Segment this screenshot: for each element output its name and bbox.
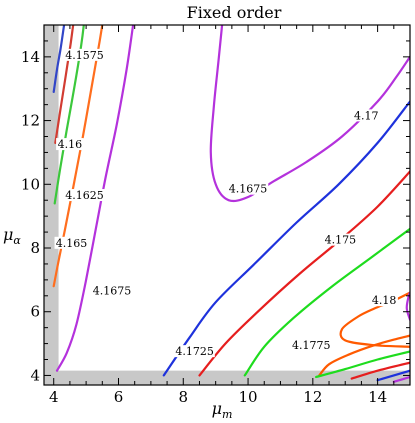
x-tick-label-1: 6 (114, 388, 124, 406)
excluded-region (44, 25, 410, 385)
y-tick-label-1: 6 (30, 303, 40, 321)
contour-line-4-1675-5 (209, 25, 410, 203)
contour-label-bg-1 (56, 138, 84, 151)
contour-label-9: 4.1775 (292, 339, 331, 352)
contour-label-bg-3 (54, 236, 89, 249)
contour-label-3: 4.165 (56, 237, 88, 250)
contour-line-4-1625-2 (53, 25, 85, 205)
contour-line-4-1775-9 (318, 334, 410, 377)
chart-title: Fixed order (187, 3, 282, 22)
contour-label-4: 4.1675 (93, 285, 132, 298)
contour-label-0: 4.1575 (65, 49, 104, 62)
plot-frame (43, 24, 411, 386)
contour-line-4-1725-7 (198, 170, 410, 377)
contour-lines (52, 25, 410, 383)
x-tick-label-2: 8 (179, 388, 189, 406)
contour-label-1: 4.16 (58, 138, 83, 151)
x-tick-label-0: 4 (49, 388, 59, 406)
x-tick-label-5: 14 (368, 388, 387, 406)
contour-label-bg-6 (352, 109, 381, 122)
contour-label-7: 4.1725 (175, 345, 214, 358)
x-tick-label-3: 10 (239, 388, 258, 406)
x-axis-label: μm (212, 399, 233, 421)
contour-label-5: 4.1675 (229, 183, 268, 196)
contour-label-bg-4 (91, 284, 133, 297)
contour-line-4-165-3 (52, 25, 104, 288)
contour-label-bg-9 (291, 338, 332, 351)
contour-label-bg-5 (227, 182, 269, 195)
contour-line-4-18-11 (405, 291, 410, 321)
plot-area: 4.1575 4.16 4.1625 4.165 4.1675 4.1675 4.17 4.1… (21, 24, 411, 406)
contour-line-4-17-6 (162, 100, 410, 377)
y-tick-label-0: 4 (30, 366, 40, 384)
contour-line-unlabeled-12 (315, 350, 410, 379)
y-tick-label-4: 12 (21, 112, 40, 130)
y-tick-label-5: 14 (21, 48, 40, 66)
contour-label-bg-0 (64, 48, 105, 61)
contour-line-4-175-8 (243, 227, 410, 377)
contour-label-2: 4.1625 (65, 189, 104, 202)
contour-line-4-1575-0 (52, 25, 66, 93)
contour-label-8: 4.175 (325, 234, 357, 247)
contour-label-10: 4.18 (372, 294, 397, 307)
contour-line-unlabeled-15 (392, 375, 410, 383)
y-axis-label: μα (3, 225, 21, 247)
contour-label-bg-2 (64, 189, 105, 202)
y-tick-label-3: 10 (21, 175, 40, 193)
contour-label-bg-8 (323, 233, 358, 246)
x-tick-label-4: 12 (303, 388, 322, 406)
y-tick-label-2: 8 (30, 239, 40, 257)
contour-line-unlabeled-13 (350, 361, 410, 380)
contour-label-bg-10 (370, 294, 398, 307)
contour-line-4-16-1 (54, 25, 75, 144)
contour-label-bg-7 (174, 345, 215, 358)
contour-line-4-1675-4 (55, 25, 135, 372)
contour-line-unlabeled-14 (376, 369, 410, 382)
contour-label-6: 4.17 (354, 109, 379, 122)
